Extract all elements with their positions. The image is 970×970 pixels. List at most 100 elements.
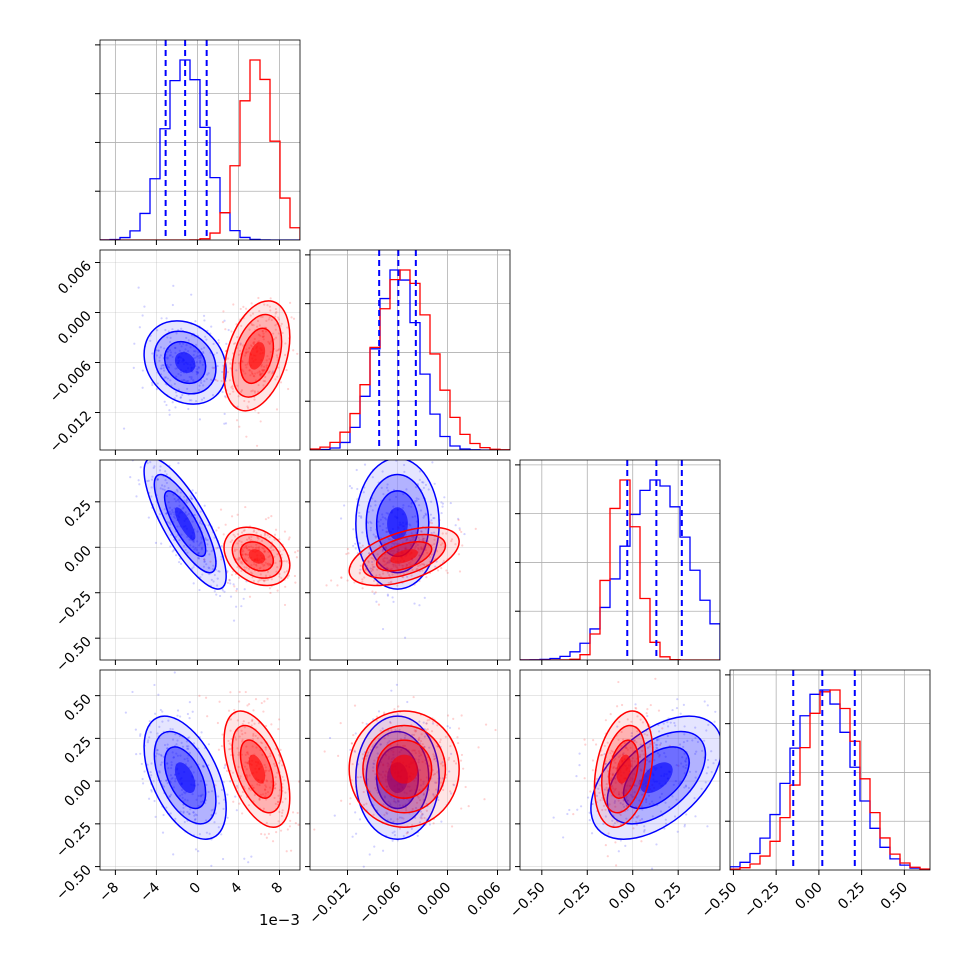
- scatter-point: [274, 747, 278, 750]
- y-tick-label: 0.50: [61, 691, 94, 724]
- scatter-point: [198, 418, 202, 421]
- scatter-point: [439, 781, 442, 784]
- panel-3-0: −8 −4 0 4 8−0.50−0.250.000.250.50: [53, 669, 301, 905]
- scatter-point: [673, 721, 676, 725]
- scatter-point: [389, 803, 392, 807]
- scatter-point: [420, 733, 423, 736]
- scatter-point: [267, 562, 270, 565]
- scatter-point: [180, 741, 183, 744]
- y-tick-label: −0.25: [53, 588, 95, 630]
- scatter-point: [389, 568, 392, 571]
- scatter-point: [417, 497, 420, 501]
- scatter-point: [374, 591, 377, 594]
- scatter-point: [168, 510, 171, 514]
- scatter-point: [268, 535, 271, 539]
- scatter-point: [645, 797, 648, 800]
- scatter-point: [210, 790, 214, 793]
- scatter-point: [630, 734, 633, 738]
- scatter-point: [424, 512, 427, 515]
- scatter-point: [254, 409, 257, 412]
- scatter-point: [386, 765, 389, 768]
- scatter-point: [165, 494, 169, 498]
- scatter-point: [181, 745, 185, 748]
- scatter-point: [185, 745, 189, 748]
- scatter-point: [428, 555, 431, 559]
- scatter-point: [376, 745, 379, 749]
- scatter-point: [183, 499, 186, 502]
- scatter-point: [424, 513, 428, 517]
- scatter-point: [411, 568, 414, 572]
- scatter-point: [251, 546, 255, 549]
- scatter-point: [194, 356, 197, 359]
- scatter-point: [617, 738, 620, 741]
- scatter-point: [395, 683, 398, 686]
- scatter-point: [160, 484, 164, 487]
- contours-series-1: [348, 526, 460, 587]
- scatter-point: [404, 444, 406, 446]
- scatter-point: [207, 524, 210, 527]
- x-tick-label: 8: [269, 880, 287, 898]
- scatter-point: [361, 587, 364, 590]
- scatter-point: [219, 508, 223, 511]
- scatter-point: [412, 536, 415, 539]
- scatter-point: [372, 533, 375, 536]
- scatter-point: [372, 557, 375, 560]
- scatter-point: [237, 353, 240, 356]
- scatter-point: [188, 813, 191, 816]
- scatter-point: [710, 771, 713, 774]
- scatter-point: [361, 578, 364, 581]
- scatter-point: [212, 342, 215, 346]
- scatter-point: [649, 743, 652, 746]
- scatter-point: [286, 326, 289, 329]
- scatter-point: [420, 547, 423, 550]
- scatter-point: [253, 390, 256, 393]
- scatter-point: [678, 743, 682, 746]
- scatter-point: [439, 543, 443, 547]
- scatter-point: [151, 352, 154, 355]
- scatter-point: [270, 515, 273, 518]
- scatter-point: [413, 602, 416, 605]
- scatter-point: [283, 571, 286, 574]
- scatter-point: [405, 565, 408, 568]
- scatter-point: [187, 350, 190, 353]
- scatter-point: [361, 544, 364, 547]
- scatter-point: [385, 511, 388, 515]
- scatter-point: [386, 560, 389, 563]
- scatter-point: [370, 560, 374, 564]
- scatter-point: [244, 731, 247, 735]
- scatter-point: [253, 337, 256, 341]
- scatter-point: [442, 788, 445, 792]
- scatter-point: [562, 836, 565, 839]
- scatter-point: [196, 371, 200, 375]
- scatter-point: [273, 555, 276, 558]
- scatter-point: [258, 567, 261, 570]
- scatter-point: [202, 346, 206, 349]
- scatter-point: [684, 784, 688, 787]
- scatter-point: [263, 550, 266, 553]
- scatter-point: [460, 530, 463, 534]
- scatter-point: [250, 535, 253, 538]
- scatter-point: [262, 332, 265, 335]
- scatter-point: [390, 580, 393, 583]
- scatter-point: [175, 367, 179, 370]
- scatter-point: [260, 742, 264, 745]
- scatter-point: [388, 445, 390, 447]
- scatter-point: [216, 364, 219, 368]
- scatter-point: [380, 486, 383, 489]
- scatter-point: [188, 701, 191, 704]
- scatter-point: [592, 739, 595, 742]
- scatter-point: [351, 763, 354, 766]
- scatter-point: [624, 747, 627, 750]
- scatter-point: [276, 566, 279, 569]
- scatter-point: [381, 627, 385, 631]
- scatter-point: [639, 768, 642, 771]
- scatter-point: [188, 751, 191, 754]
- scatter-point: [387, 441, 389, 443]
- scatter-point: [418, 788, 421, 791]
- scatter-point: [193, 513, 197, 517]
- scatter-point: [458, 527, 461, 530]
- scatter-point: [454, 762, 458, 765]
- scatter-point: [169, 513, 173, 516]
- scatter-point: [381, 849, 385, 852]
- scatter-point: [194, 547, 197, 550]
